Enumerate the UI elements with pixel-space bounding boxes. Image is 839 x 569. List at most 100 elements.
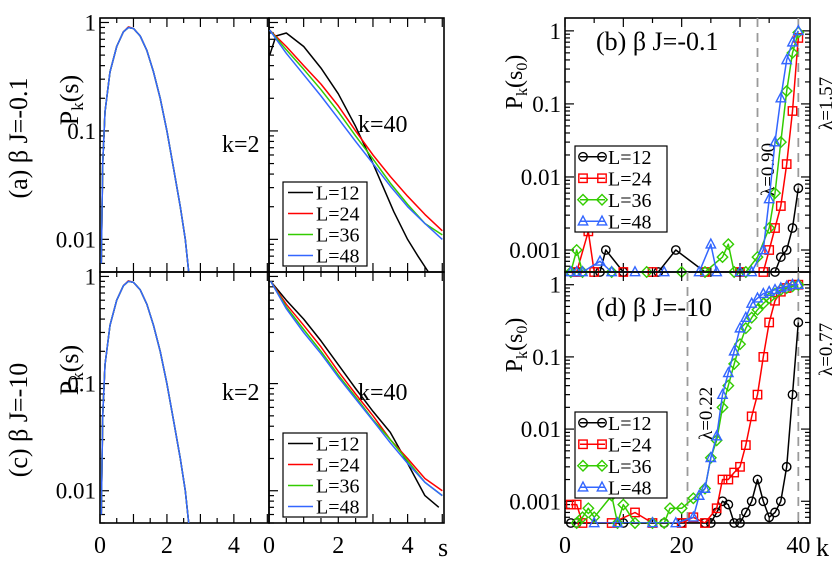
data-point-d-L=48 xyxy=(611,516,624,528)
legend-label-d-L=36: L=36 xyxy=(608,456,652,478)
legend-marker-d xyxy=(578,417,588,428)
data-point-d-L=12 xyxy=(740,507,751,518)
series-line-a-left-L=48 xyxy=(100,26,190,272)
data-point-b-L=24 xyxy=(787,106,798,116)
data-point-d-L=12 xyxy=(735,518,745,528)
data-point-d-L=24 xyxy=(764,317,775,328)
data-point-d-L=12 xyxy=(729,518,740,528)
legend-marker-d xyxy=(597,439,607,450)
legend-marker-b xyxy=(578,173,588,184)
data-point-d-L=12 xyxy=(775,496,786,507)
data-point-b-L=12 xyxy=(781,245,792,255)
legend-marker-d xyxy=(577,480,589,492)
series-line-c-right-L=12 xyxy=(270,280,440,508)
y-tick-label-d: 0.1 xyxy=(532,345,561,370)
data-point-d-L=24 xyxy=(752,389,763,400)
data-point-b-L=12 xyxy=(670,245,681,255)
legend-label-c-right-L=36: L=36 xyxy=(316,476,360,498)
series-line-a-right-L=36 xyxy=(269,29,443,236)
data-point-b-L=36 xyxy=(722,238,735,251)
data-point-d-L=48 xyxy=(722,366,735,378)
data-point-b-L=24 xyxy=(781,159,792,169)
legend-label-b-L=36: L=36 xyxy=(608,190,652,212)
data-point-d-L=12 xyxy=(752,474,763,485)
x-tick-label-c-left: 2 xyxy=(161,533,173,559)
legend-marker-b xyxy=(597,151,607,162)
row-label-a: (a) β J=-0.1 xyxy=(4,77,33,198)
legend-label-c-right-L=12: L=12 xyxy=(316,434,360,456)
data-point-d-L=12 xyxy=(770,507,780,518)
legend-label-b-L=48: L=48 xyxy=(608,211,652,233)
ylabel-b: Pk(s0) xyxy=(502,55,531,110)
xlabel-s: s xyxy=(438,533,448,562)
data-point-d-L=24 xyxy=(746,411,757,422)
y-tick-label-c-left: 0.01 xyxy=(56,479,96,504)
data-point-d-L=24 xyxy=(723,474,734,485)
legend-box-b xyxy=(574,145,668,233)
data-point-d-L=12 xyxy=(565,518,576,528)
ylabel-a: Pk(s) xyxy=(55,75,87,125)
panel-frame-c-right xyxy=(268,271,445,524)
legend-box-d xyxy=(574,411,668,499)
data-point-d-L=36 xyxy=(611,516,624,530)
y-tick-label-b: 0.1 xyxy=(532,92,561,117)
legend-marker-b xyxy=(578,151,588,162)
series-line-c-right-L=36 xyxy=(270,280,443,497)
data-point-b-L=36 xyxy=(768,186,782,200)
x-tick-label-c-left: 4 xyxy=(228,533,240,559)
data-point-b-L=12 xyxy=(793,183,804,194)
data-point-d-L=36 xyxy=(646,516,659,530)
data-point-d-L=48 xyxy=(710,429,723,441)
data-point-d-L=48 xyxy=(693,488,706,500)
x-tick-label-d: 40 xyxy=(786,533,810,559)
data-point-d-L=48 xyxy=(745,296,758,308)
data-point-d-L=24 xyxy=(770,295,780,306)
series-line-c-right-L=48 xyxy=(270,280,443,497)
legend-marker-b xyxy=(576,193,590,206)
data-point-d-L=36 xyxy=(675,502,688,515)
data-point-b-L=36 xyxy=(570,243,583,257)
data-point-b-L=48 xyxy=(757,243,770,255)
data-point-d-L=48 xyxy=(704,451,717,463)
data-point-d-L=48 xyxy=(792,278,805,290)
data-point-d-L=36 xyxy=(587,511,601,524)
legend-label-c-right-L=48: L=48 xyxy=(316,497,360,519)
data-point-d-L=36 xyxy=(698,482,712,495)
data-point-d-L=12 xyxy=(723,499,734,510)
data-point-d-L=36 xyxy=(576,511,589,524)
y-tick-label-c-left: 0.1 xyxy=(67,372,96,397)
series-line-b-L=48 xyxy=(570,30,799,272)
data-point-d-L=24 xyxy=(740,440,751,450)
plot-layer: 10.10.01L=12L=24L=36L=4810.10.010.001L=1… xyxy=(56,10,811,559)
legend-marker-b xyxy=(597,173,607,184)
data-point-b-L=48 xyxy=(786,35,799,47)
x-tick-label-c-left: 0 xyxy=(94,533,106,559)
x-tick-label-d: 20 xyxy=(670,533,694,559)
legend-marker-d xyxy=(596,480,608,492)
legend-label-a-right-L=12: L=12 xyxy=(316,183,360,205)
data-point-b-L=48 xyxy=(774,91,787,103)
data-point-b-L=48 xyxy=(704,237,717,249)
y-tick-label-b: 0.01 xyxy=(521,165,561,190)
series-line-b-L=24 xyxy=(575,37,800,272)
legend-marker-d xyxy=(576,459,590,472)
data-point-b-L=48 xyxy=(780,53,793,65)
title-b: (b) β J=-0.1 xyxy=(596,27,718,56)
k2-label-a: k=2 xyxy=(222,132,260,158)
x-tick-label-c-right: 0 xyxy=(263,533,275,559)
x-tick-label-c-right: 4 xyxy=(402,533,414,559)
legend-marker-b xyxy=(596,214,608,226)
data-point-d-L=48 xyxy=(588,516,601,528)
data-point-b-L=48 xyxy=(769,135,781,147)
series-line-b-L=36 xyxy=(570,32,800,272)
legend-label-a-right-L=36: L=36 xyxy=(316,225,360,247)
y-tick-label-c-left: 1 xyxy=(85,264,97,289)
data-point-d-L=12 xyxy=(793,317,804,328)
data-point-d-L=48 xyxy=(646,516,659,528)
data-point-d-L=12 xyxy=(764,512,775,523)
data-point-d-L=24 xyxy=(711,503,722,514)
y-tick-label-b: 0.001 xyxy=(509,238,561,263)
data-point-d-L=12 xyxy=(781,461,792,472)
legend-label-d-L=48: L=48 xyxy=(608,477,652,499)
data-point-b-L=36 xyxy=(605,265,618,279)
